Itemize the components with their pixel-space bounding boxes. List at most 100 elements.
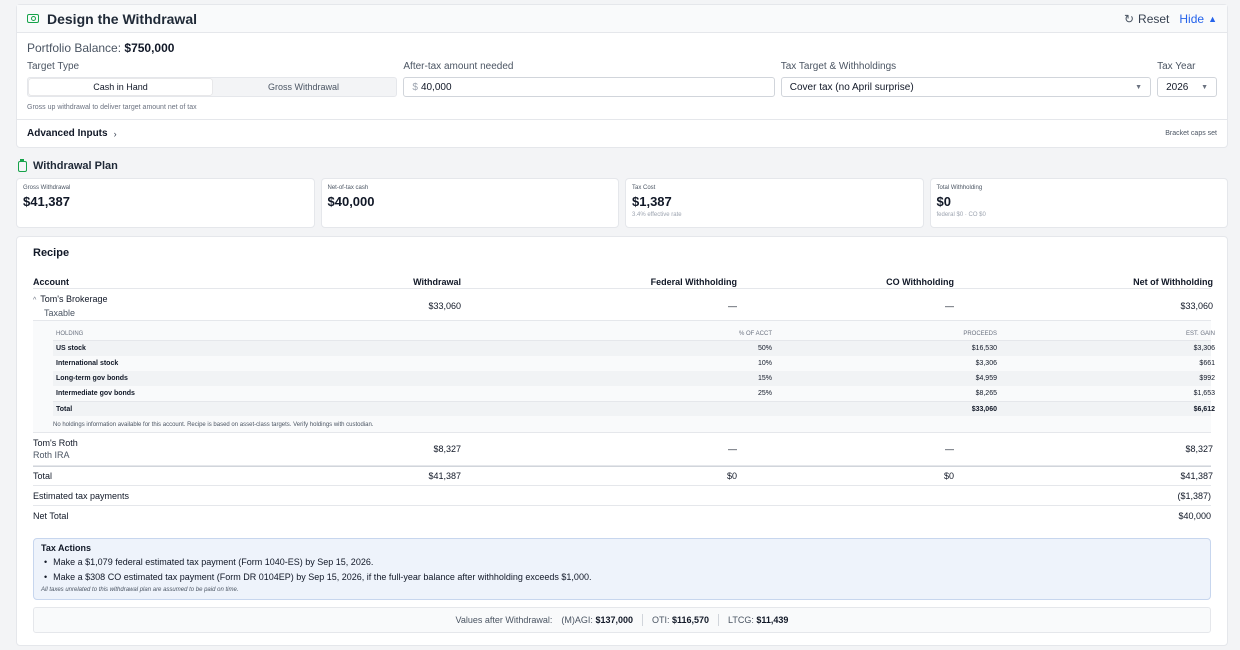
chevron-up-icon: ▲	[1208, 13, 1217, 24]
chevron-down-icon: ▼	[1201, 83, 1208, 91]
money-icon	[27, 14, 39, 23]
tax-target-label: Tax Target & Withholdings	[780, 61, 897, 72]
total-label: Total	[33, 471, 53, 481]
refresh-icon: ↻	[1123, 11, 1135, 26]
total-net: $41,387	[1180, 471, 1213, 481]
holding-gain: $992	[1199, 375, 1215, 382]
tax-target-value: Cover tax (no April surprise)	[789, 81, 914, 93]
tax-actions-panel: Tax Actions • Make a $1,079 federal estim…	[33, 538, 1211, 600]
divider	[718, 614, 720, 626]
net-total-value: $40,000	[1178, 511, 1211, 521]
divider	[641, 614, 643, 626]
kpi-value: $41,387	[23, 194, 70, 209]
holding-proceeds: $8,265	[975, 390, 997, 397]
account-fed: —	[728, 301, 737, 311]
gain-col: EST. GAIN	[1185, 330, 1215, 337]
account-withdrawal: $8,327	[433, 444, 461, 454]
kpi-label: Gross Withdrawal	[23, 185, 71, 191]
values-after-bar: Values after Withdrawal: (M)AGI: $137,00…	[33, 607, 1211, 633]
col-net-of-withholding: Net of Withholding	[1133, 276, 1213, 287]
holding-proceeds: $16,530	[971, 345, 997, 352]
tax-target-select[interactable]: Cover tax (no April surprise) ▼	[780, 77, 1152, 97]
bracket-caps-status: Bracket caps set	[1165, 130, 1217, 137]
clipboard-icon	[18, 158, 27, 172]
account-type: Taxable	[44, 308, 76, 318]
hide-label: Hide	[1179, 11, 1205, 26]
holding-name: Long-term gov bonds	[56, 375, 128, 382]
kpi-value: $0	[936, 194, 951, 209]
tax-action-text: Make a $1,079 federal estimated tax paym…	[53, 557, 374, 567]
col-federal-withholding: Federal Withholding	[650, 276, 737, 287]
kpi-tax-cost: Tax Cost $1,387 3.4% effective rate	[625, 178, 924, 228]
design-title: Design the Withdrawal	[27, 11, 197, 27]
reset-label: Reset	[1138, 11, 1170, 26]
holdings-note: No holdings information available for th…	[53, 422, 374, 428]
net-total-label: Net Total	[33, 511, 69, 521]
proceeds-col: PROCEEDS	[963, 330, 997, 337]
tax-actions-title: Tax Actions	[41, 543, 92, 553]
account-co: —	[945, 444, 954, 454]
advanced-inputs-toggle[interactable]: Advanced Inputs ›	[27, 128, 117, 139]
recipe-title: Recipe	[33, 247, 70, 259]
holding-proceeds: $4,959	[975, 375, 997, 382]
values-after-label: Values after Withdrawal:	[455, 615, 553, 625]
account-row[interactable]: ^ Tom's Brokerage Taxable $33,060 — — $33…	[33, 289, 1213, 321]
holding-gain: $661	[1199, 360, 1215, 367]
reset-button[interactable]: ↻ Reset	[1124, 12, 1169, 26]
account-type: Roth IRA	[33, 450, 70, 460]
kpi-total-withholding: Total Withholding $0 federal $0 · CO $0	[929, 178, 1228, 228]
account-co: —	[945, 301, 954, 311]
account-name: Tom's Brokerage	[40, 294, 108, 304]
dollar-prefix: $	[412, 81, 418, 93]
account-row[interactable]: Tom's Roth Roth IRA $8,327 — — $8,327	[33, 433, 1213, 466]
target-type-hint: Gross up withdrawal to deliver target am…	[27, 104, 197, 111]
target-type-toggle: Cash in Hand Gross Withdrawal	[27, 77, 397, 97]
account-fed: —	[728, 444, 737, 454]
tax-action-item: • Make a $1,079 federal estimated tax pay…	[44, 557, 374, 567]
holdings-total-gain: $6,612	[1193, 405, 1215, 413]
holding-pct: 10%	[757, 360, 772, 367]
kpi-label: Net-of-tax cash	[327, 185, 369, 191]
holdings-total-label: Total	[56, 405, 73, 413]
holdings-total-proceeds: $33,060	[971, 405, 997, 413]
withdrawal-plan-title: Withdrawal Plan	[33, 160, 118, 172]
chevron-up-icon[interactable]: ^	[33, 297, 37, 304]
advanced-inputs-label: Advanced Inputs	[27, 128, 108, 139]
target-type-label: Target Type	[27, 61, 80, 72]
kpi-value: $40,000	[327, 194, 375, 209]
recipe-card: Recipe Account Withdrawal Federal Withho…	[16, 236, 1228, 646]
amount-input[interactable]: $ 40,000	[403, 77, 775, 97]
gross-withdrawal-option[interactable]: Gross Withdrawal	[267, 82, 339, 92]
cash-in-hand-option[interactable]: Cash in Hand	[29, 79, 212, 95]
portfolio-balance: Portfolio Balance: $750,000	[27, 41, 1217, 55]
holding-name: International stock	[56, 360, 119, 367]
design-header: Design the Withdrawal ↻ Reset Hide ▲	[17, 5, 1227, 33]
holding-proceeds: $3,306	[975, 360, 997, 367]
estimated-tax-value: ($1,387)	[1177, 490, 1211, 501]
magi-value: (M)AGI: $137,000	[561, 615, 633, 625]
hide-button[interactable]: Hide ▲	[1179, 12, 1217, 26]
estimated-tax-row: Estimated tax payments ($1,387)	[33, 486, 1211, 506]
col-co-withholding: CO Withholding	[886, 276, 954, 287]
kpi-net-cash: Net-of-tax cash $40,000	[320, 178, 619, 228]
kpi-label: Tax Cost	[632, 185, 656, 191]
tax-action-text: Make a $308 CO estimated tax payment (Fo…	[53, 572, 592, 582]
amount-label: After-tax amount needed	[403, 61, 514, 72]
holding-name: Intermediate gov bonds	[56, 390, 135, 397]
kpi-row: Gross Withdrawal $41,387 Net-of-tax cash…	[16, 178, 1228, 228]
balance-label: Portfolio Balance:	[27, 41, 122, 55]
kpi-subtext: 3.4% effective rate	[632, 212, 682, 218]
total-row: Total $41,387 $0 $0 $41,387	[33, 466, 1213, 486]
tax-year-select[interactable]: 2026 ▼	[1157, 77, 1217, 97]
holding-row: US stock 50% $16,530 $3,306	[53, 341, 1215, 356]
col-account: Account	[33, 276, 69, 287]
account-name: Tom's Roth	[33, 438, 78, 448]
design-card: Design the Withdrawal ↻ Reset Hide ▲ Por…	[16, 4, 1228, 148]
holding-row: International stock 10% $3,306 $661	[53, 356, 1215, 371]
account-net: $8,327	[1185, 444, 1213, 454]
oti-value: OTI: $116,570	[651, 615, 710, 625]
recipe-table-header: Account Withdrawal Federal Withholding C…	[33, 275, 1213, 289]
estimated-tax-label: Estimated tax payments	[33, 490, 130, 501]
total-withdrawal: $41,387	[428, 471, 461, 481]
pct-col: % OF ACCT	[738, 330, 772, 337]
